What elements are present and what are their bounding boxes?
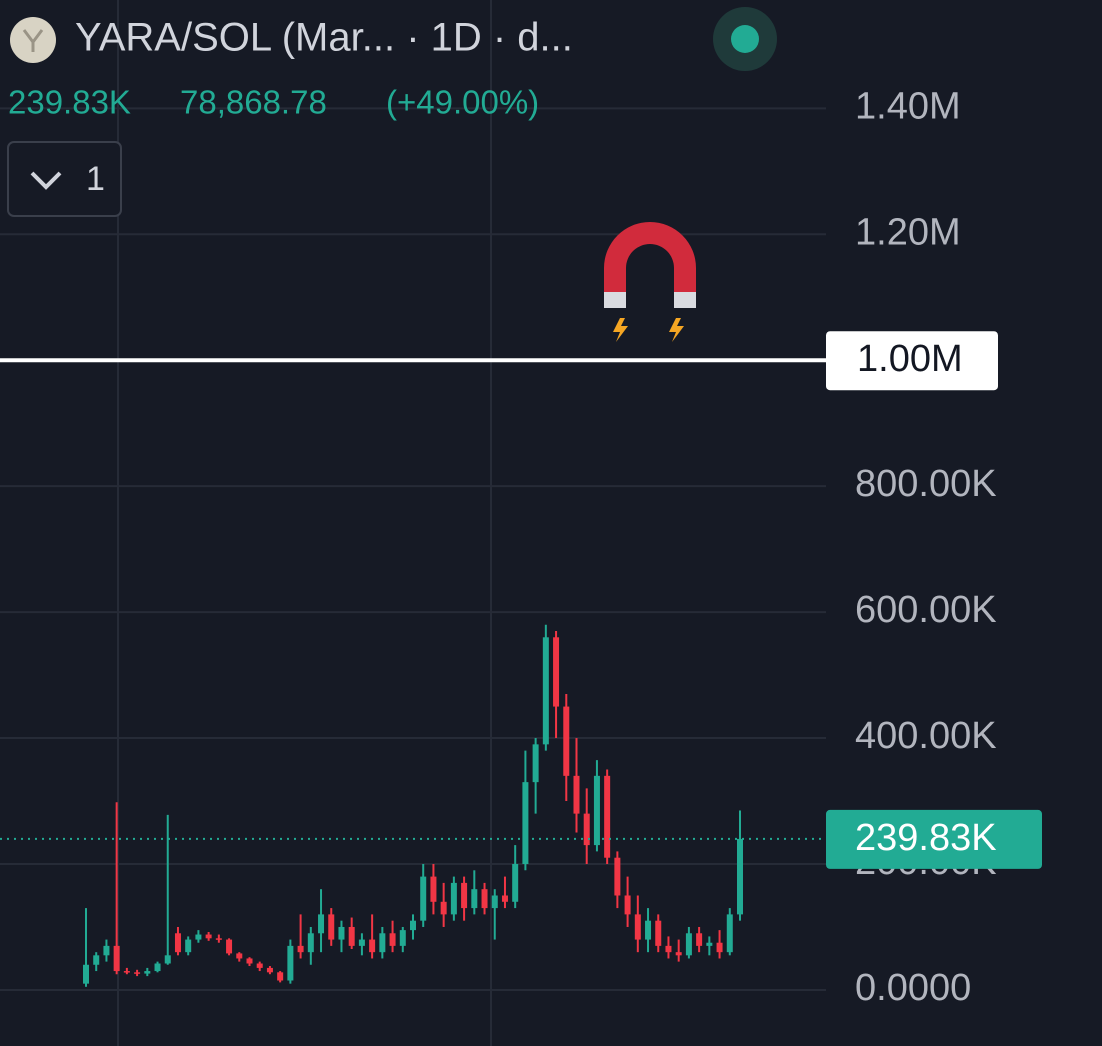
y-tick-label: 800.00K: [855, 463, 997, 505]
candle-body: [236, 953, 243, 959]
candle-body: [573, 775, 580, 814]
candle-body: [553, 637, 560, 707]
candle-body: [716, 942, 723, 953]
candle-body: [461, 882, 468, 909]
candle-body: [440, 901, 447, 915]
status-dot: [731, 25, 759, 53]
candle-body: [471, 889, 478, 909]
candle-body: [123, 971, 130, 973]
y-tick-label: 400.00K: [855, 715, 997, 757]
overlay: 1.00M 239.83K: [0, 331, 1042, 869]
candle-body: [501, 895, 508, 902]
candle-body: [328, 914, 335, 940]
candle-body: [226, 939, 233, 954]
candle-body: [420, 876, 427, 921]
candle-body: [338, 926, 345, 940]
readout-value: 239.83K: [8, 84, 131, 121]
readout-change: 78,868.78: [180, 84, 327, 121]
candle-body: [358, 939, 365, 946]
candle-body: [624, 895, 631, 915]
candle-body: [154, 963, 161, 972]
candle-body: [593, 775, 600, 846]
candle-body: [164, 955, 171, 964]
candle-body: [410, 920, 416, 931]
candle-body: [144, 971, 151, 974]
y-tick-label: 1.20M: [855, 211, 961, 253]
candle-body: [185, 939, 192, 953]
candle-body: [614, 857, 621, 896]
candle-body: [542, 637, 549, 745]
candle-body: [256, 963, 263, 968]
candle-body: [307, 933, 314, 953]
grid: 0.0000200.00K400.00K600.00K800.00K1.20M1…: [0, 85, 997, 1009]
candle-body: [215, 938, 222, 940]
y-tick-label: 1.40M: [855, 85, 961, 127]
indicator-dropdown[interactable]: [7, 141, 122, 217]
candle-body: [389, 933, 396, 946]
candle-body: [655, 920, 662, 946]
candle-body: [604, 775, 611, 858]
candle-body: [696, 933, 703, 946]
candle-body: [583, 813, 590, 846]
candle-body: [287, 945, 294, 981]
candle-body: [266, 967, 273, 973]
candle-body: [491, 895, 498, 909]
y-tick-label: 600.00K: [855, 589, 997, 631]
candle-body: [675, 952, 682, 956]
candle-body: [522, 782, 529, 865]
candle-body: [481, 889, 488, 909]
candle-body: [174, 933, 181, 953]
horizontal-line-label-box: [826, 331, 998, 391]
candle-body: [379, 933, 386, 953]
candle-body: [726, 914, 733, 953]
candle-body: [706, 942, 713, 946]
magnet-icon[interactable]: [604, 222, 696, 342]
candle-body: [277, 972, 284, 981]
candle-body: [430, 876, 437, 902]
candle-body: [103, 945, 110, 956]
candle-body: [348, 926, 355, 946]
candle-body: [450, 882, 457, 915]
candle-body: [134, 972, 141, 974]
candle-body: [737, 838, 743, 915]
candle-body: [246, 958, 253, 964]
candle-body: [512, 864, 519, 902]
candle-body: [645, 920, 652, 940]
candle-body: [563, 706, 570, 776]
logo-glyph: [22, 29, 44, 52]
candle-body: [113, 945, 120, 972]
candle-body: [83, 964, 89, 984]
candle-body: [318, 914, 325, 934]
candle-body: [665, 945, 672, 953]
readout-percent: (+49.00%): [386, 84, 539, 121]
candle-body: [685, 933, 692, 956]
candle-body: [532, 744, 539, 783]
last-price-label: 239.83K: [855, 817, 997, 859]
candle-body: [634, 914, 641, 940]
candle-body: [93, 955, 100, 965]
y-tick-label: 0.0000: [855, 967, 971, 1009]
last-price-label-box: [826, 809, 1042, 869]
horizontal-line-label: 1.00M: [857, 338, 963, 380]
chart-title[interactable]: YARA/SOL (Mar... · 1D · d...: [75, 16, 573, 60]
candles: [83, 624, 743, 987]
candle-body: [297, 945, 304, 953]
indicator-count: 1: [86, 160, 105, 198]
candle-body: [369, 939, 376, 953]
chevron: [30, 171, 62, 190]
candle-body: [399, 930, 406, 946]
candle-body: [195, 934, 202, 940]
candle-body: [205, 934, 212, 939]
